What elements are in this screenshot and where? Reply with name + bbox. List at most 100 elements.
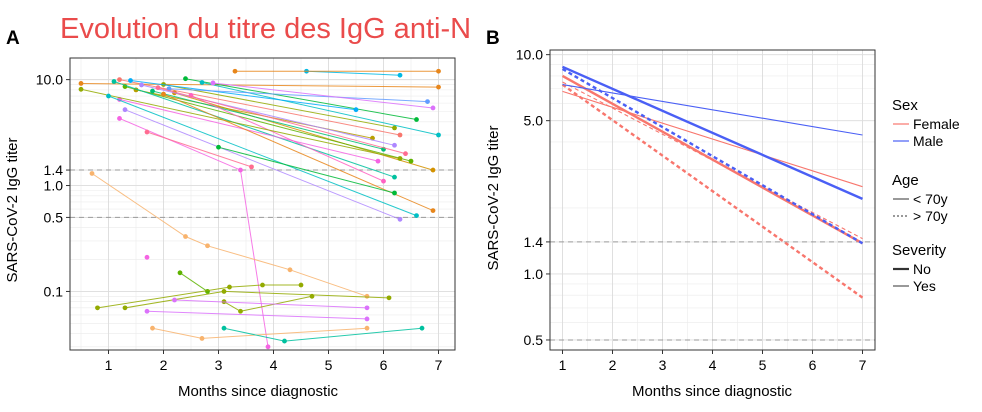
panel-a-series-line bbox=[163, 84, 395, 129]
panel-a-data-point bbox=[364, 293, 370, 299]
panel-a-data-point bbox=[392, 174, 397, 180]
panel-a-data-point bbox=[249, 164, 254, 170]
panel-a-x-axis-label: Months since diagnostic bbox=[178, 383, 339, 400]
panel-b-x-tick-label: 3 bbox=[659, 357, 667, 373]
panel-a-series-line bbox=[119, 79, 401, 136]
panel-a-data-point bbox=[128, 78, 133, 83]
panel-a-data-point bbox=[78, 81, 84, 86]
panel-a-data-point bbox=[364, 325, 370, 331]
panel-a-series-line bbox=[174, 92, 434, 171]
panel-b-x-tick-label: 1 bbox=[559, 357, 567, 373]
panel-a-data-point bbox=[298, 282, 304, 288]
panel-a-data-point bbox=[177, 270, 183, 276]
panel-b-series-line bbox=[562, 81, 863, 240]
panel-a-data-point bbox=[386, 295, 392, 301]
panel-a-data-point bbox=[414, 117, 419, 122]
panel-a-data-point bbox=[397, 156, 403, 161]
panel-a-data-point bbox=[265, 344, 271, 350]
panel-a-data-point bbox=[117, 77, 122, 83]
panel-b-series-line bbox=[561, 83, 864, 299]
panel-a-data-point bbox=[205, 289, 210, 294]
panel-a-x-tick-label: 7 bbox=[435, 357, 443, 373]
panel-b-y-tick-label: 0.5 bbox=[524, 332, 544, 348]
legend-title: Sex bbox=[892, 97, 918, 114]
panel-a-data-point bbox=[282, 338, 287, 344]
panel-a-series-line bbox=[146, 310, 368, 320]
panel-a-data-point bbox=[397, 216, 403, 222]
panel-b-letter: B bbox=[486, 28, 500, 49]
panel-a-data-point bbox=[139, 82, 144, 88]
panel-b-series-line bbox=[562, 84, 863, 136]
panel-a-data-point bbox=[392, 125, 397, 131]
panel-a-x-tick-label: 1 bbox=[105, 357, 113, 373]
panel-a-letter: A bbox=[6, 28, 20, 49]
panel-a-data-point bbox=[216, 144, 221, 150]
panel-a-data-point bbox=[122, 107, 128, 113]
panel-a-data-point bbox=[205, 243, 210, 249]
panel-a-data-point bbox=[111, 79, 117, 84]
panel-a-data-point bbox=[150, 88, 155, 94]
panel-a-series-line bbox=[141, 84, 395, 146]
panel-a-data-point bbox=[381, 178, 386, 184]
panel-a-x-tick-label: 5 bbox=[325, 357, 333, 373]
panel-a-y-tick-label: 1.0 bbox=[44, 178, 64, 194]
panel-a-data-point bbox=[430, 167, 436, 173]
panel-a-data-point bbox=[238, 308, 243, 314]
panel-a-data-point bbox=[436, 84, 441, 90]
panel-a-series-line bbox=[108, 95, 417, 217]
panel-a-series-line bbox=[185, 78, 417, 120]
panel-a-data-point bbox=[425, 99, 430, 105]
panel-b-plot: 0.5 1.0 1.4 5.0 10.0 1 2 3 4 5 6 7 bbox=[516, 47, 876, 373]
panel-a-data-point bbox=[436, 132, 441, 138]
panel-a-data-point bbox=[430, 105, 436, 111]
panel-a-series-line bbox=[113, 81, 395, 178]
panel-a-y-tick-label: 0.5 bbox=[44, 209, 64, 225]
panel-a-series-line bbox=[146, 131, 252, 168]
panel-a-series-line bbox=[168, 88, 428, 103]
panel-a-data-point bbox=[221, 289, 227, 294]
panel-a-data-point bbox=[210, 80, 216, 86]
legend-label: > 70y bbox=[913, 208, 948, 224]
panel-a-series-line bbox=[91, 173, 368, 297]
panel-a-data-point bbox=[172, 297, 177, 303]
panel-a-series-line bbox=[223, 327, 423, 342]
panel-a-data-point bbox=[144, 254, 150, 260]
figure-title: Evolution du titre des IgG anti-N bbox=[60, 13, 471, 45]
panel-a-data-point bbox=[183, 76, 188, 82]
panel-a-series-line bbox=[124, 86, 412, 162]
legend-label: < 70y bbox=[913, 191, 948, 207]
panel-a-series-line bbox=[124, 290, 390, 309]
panel-a-x-tick-label: 2 bbox=[160, 357, 168, 373]
panel-a-series-line bbox=[174, 299, 368, 309]
panel-b-series-line bbox=[562, 90, 863, 188]
panel-a-data-point bbox=[364, 305, 370, 311]
panel-a-data-point bbox=[95, 305, 100, 311]
panel-a-y-axis-label: SARS-CoV-2 IgG titer bbox=[4, 137, 21, 282]
panel-a-x-tick-label: 6 bbox=[380, 357, 388, 373]
panel-b-x-tick-label: 4 bbox=[709, 357, 717, 373]
panel-a-data-point bbox=[238, 167, 243, 173]
panel-b-y-tick-label: 1.0 bbox=[524, 266, 544, 282]
panel-a-x-tick-label: 4 bbox=[270, 357, 278, 373]
panel-b-y-tick-label: 5.0 bbox=[524, 113, 544, 129]
panel-a-y-tick-label: 10.0 bbox=[36, 72, 63, 88]
panel-a-data-point bbox=[414, 213, 419, 219]
panel-b-x-tick-label: 5 bbox=[759, 357, 767, 373]
panel-a-data-point bbox=[364, 316, 370, 322]
panel-a-x-tick-label: 3 bbox=[215, 357, 223, 373]
panel-a-series-line bbox=[306, 70, 401, 76]
panel-a-data-point bbox=[232, 68, 238, 74]
panel-a-data-point bbox=[353, 107, 359, 113]
panel-b-y-tick-label: 10.0 bbox=[516, 47, 543, 63]
panel-a-data-point bbox=[430, 208, 436, 213]
panel-b-y-tick-label: 1.4 bbox=[524, 234, 544, 250]
panel-b-x-tick-label: 7 bbox=[859, 357, 867, 373]
panel-a-data-point bbox=[183, 234, 188, 239]
panel-a-plot: 0.1 0.5 1.01.4 10.0 1 2 3 4 5 6 7 bbox=[36, 57, 456, 373]
panel-a-data-point bbox=[375, 158, 381, 164]
panel-a-data-point bbox=[144, 308, 150, 314]
panel-b-series-line bbox=[562, 65, 863, 200]
panel-a-data-point bbox=[392, 190, 397, 196]
